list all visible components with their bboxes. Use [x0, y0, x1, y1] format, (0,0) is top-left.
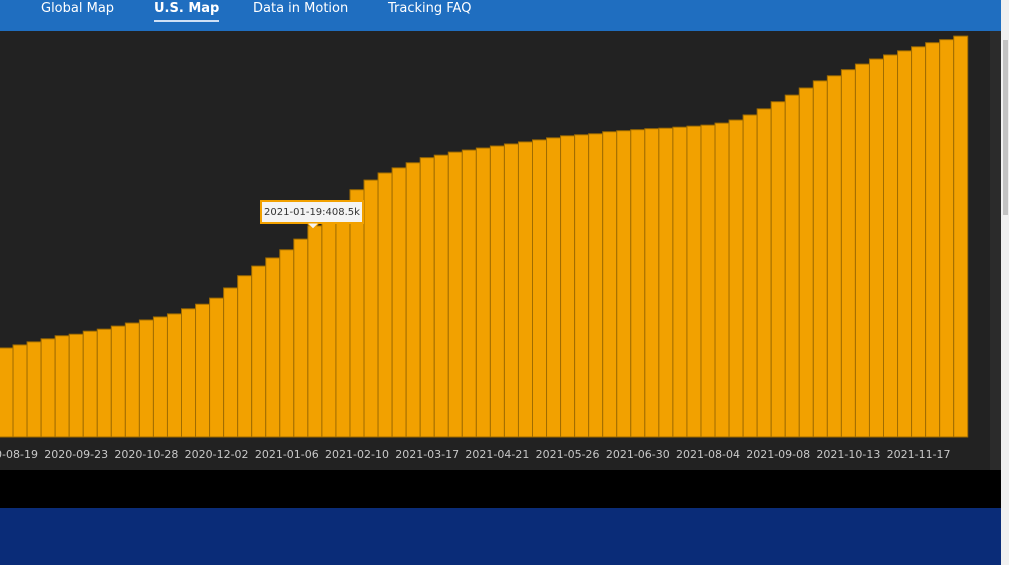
x-tick-label: 2020-10-28: [114, 448, 178, 461]
scrollbar[interactable]: [1001, 0, 1009, 565]
nav-item[interactable]: Data in Motion: [253, 1, 349, 16]
bar: [405, 162, 421, 438]
bar: [546, 137, 562, 438]
tooltip: 2021-01-19:408.5k: [260, 200, 364, 230]
bar: [124, 322, 140, 438]
bar: [517, 141, 534, 438]
x-tick-label: 2021-03-17: [395, 448, 459, 461]
bar: [419, 157, 435, 438]
bar: [54, 335, 70, 438]
bar: [447, 151, 463, 438]
bar: [237, 275, 253, 438]
bar: [321, 213, 337, 438]
bar: [251, 265, 267, 438]
bar: [700, 124, 716, 438]
bar: [40, 338, 56, 438]
bar: [784, 94, 800, 438]
bar: [335, 201, 351, 438]
bar: [293, 238, 309, 438]
x-tick-label: 2021-06-30: [606, 448, 670, 461]
bar: [377, 172, 393, 438]
bar: [812, 80, 828, 438]
x-tick-label: 2021-04-21: [465, 448, 529, 461]
bar: [925, 42, 941, 438]
bar: [854, 63, 870, 438]
bar: [433, 154, 449, 438]
x-tick-label: 2020-09-23: [44, 448, 108, 461]
bar: [897, 50, 913, 438]
bar: [630, 129, 646, 438]
nav-item[interactable]: U.S. Map: [154, 1, 220, 22]
bar: [840, 69, 856, 438]
bar: [770, 101, 786, 438]
bar: [588, 133, 604, 438]
x-tick-label: 2021-11-17: [887, 448, 951, 461]
bar: [728, 119, 744, 438]
bar: [503, 143, 519, 438]
bar: [672, 126, 688, 438]
bar: [686, 125, 702, 438]
bar: [953, 35, 969, 438]
bar: [489, 145, 505, 438]
bar: [279, 249, 295, 438]
bar: [223, 287, 239, 438]
bar: [96, 328, 112, 438]
bar: [0, 347, 14, 438]
x-tick-label: 2021-10-13: [816, 448, 880, 461]
footer: [0, 508, 1001, 565]
bar: [181, 308, 197, 438]
tooltip-text: 2021-01-19:408.5k: [264, 207, 360, 218]
tooltip-pointer: [305, 222, 321, 230]
bar: [532, 139, 548, 438]
scrollbar-thumb[interactable]: [1003, 40, 1008, 215]
bar: [602, 131, 618, 438]
bar: [883, 54, 899, 438]
bar: [574, 134, 590, 438]
bar: [68, 333, 84, 438]
bar: [82, 330, 98, 438]
bar: [939, 39, 955, 438]
bar: [209, 297, 225, 438]
bar: [152, 316, 168, 438]
bar: [307, 225, 323, 438]
x-tick-label: 2020-08-19: [0, 448, 38, 461]
x-tick-label: 2021-05-26: [536, 448, 600, 461]
bar: [349, 189, 365, 438]
bar: [461, 149, 477, 438]
bar: [826, 75, 842, 438]
bar: [560, 135, 576, 438]
spacer: [0, 470, 1001, 508]
x-tick-label: 2021-09-08: [746, 448, 810, 461]
bar: [714, 122, 730, 438]
nav-item[interactable]: Global Map: [41, 1, 115, 16]
bar: [742, 114, 758, 438]
bar: [391, 167, 407, 438]
bar: [195, 303, 211, 438]
bar: [138, 319, 154, 438]
bar: [644, 128, 660, 438]
panel-edge: [990, 31, 1001, 470]
bar: [110, 325, 126, 438]
bar: [166, 313, 183, 438]
nav-bar: Global Map U.S. Map Data in Motion Track…: [0, 0, 1001, 31]
bar: [658, 127, 674, 438]
bar: [798, 87, 814, 438]
bar: [265, 257, 281, 438]
bar: [12, 344, 28, 438]
chart: 2020-08-19 2020-09-23 2020-10-28 2020-12-02…: [0, 35, 969, 461]
x-tick-label: 2020-12-02: [185, 448, 249, 461]
nav-item[interactable]: Tracking FAQ: [388, 1, 472, 16]
x-tick-label: 2021-02-10: [325, 448, 389, 461]
bar: [616, 130, 632, 438]
bar: [363, 179, 379, 438]
bar: [868, 58, 885, 438]
x-tick-label: 2021-01-06: [255, 448, 319, 461]
bar: [911, 46, 927, 438]
bar: [756, 108, 772, 438]
bar: [475, 147, 491, 438]
bar: [26, 341, 42, 438]
x-tick-label: 2021-08-04: [676, 448, 740, 461]
